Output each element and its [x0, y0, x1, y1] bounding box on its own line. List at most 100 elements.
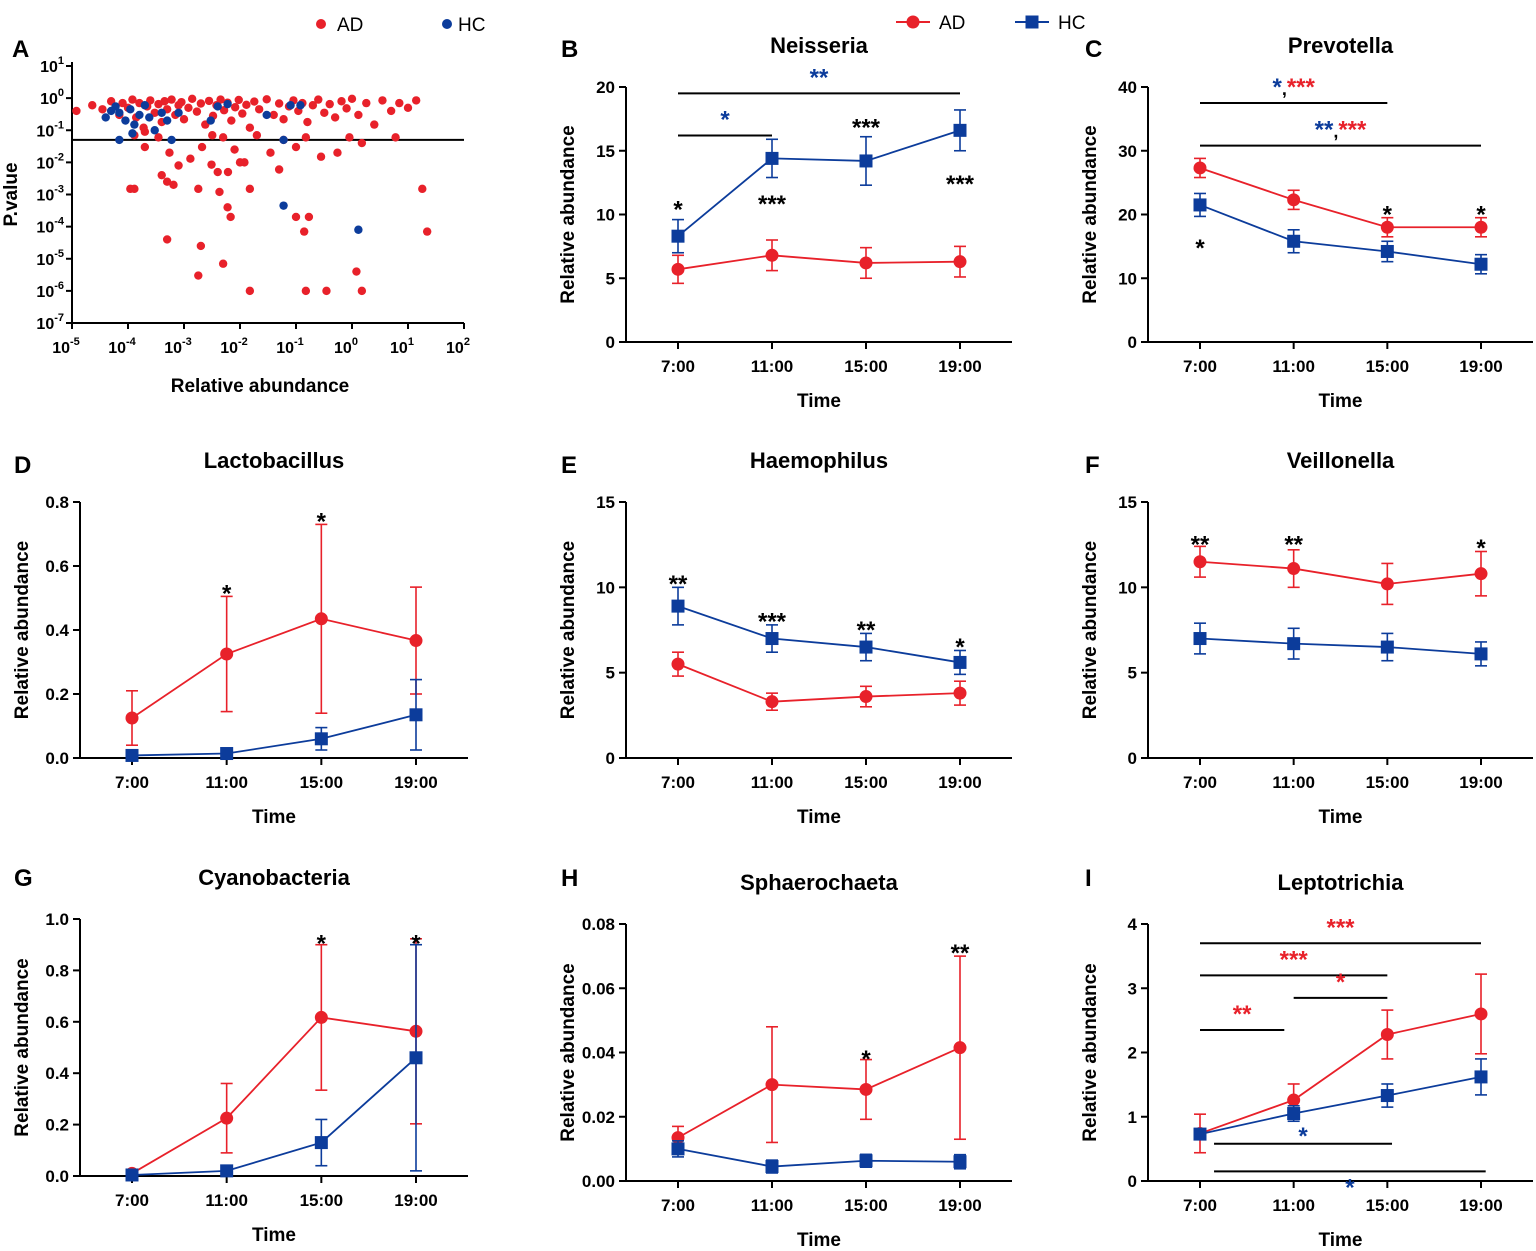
scatter-point-ad: [162, 235, 172, 244]
y-tick-label: 101: [40, 55, 64, 76]
x-tick-label: 7:00: [1183, 1196, 1217, 1215]
scatter-point-ad: [266, 148, 275, 157]
scatter-point-ad: [357, 286, 367, 296]
scatter-point-ad: [279, 115, 288, 124]
data-point-hc: [409, 708, 423, 722]
scatter-point-ad: [98, 105, 107, 114]
scatter-point-hc: [130, 120, 139, 129]
scatter-point-ad: [146, 96, 155, 105]
series-line-ad: [677, 1046, 961, 1139]
scatter-point-ad: [303, 117, 312, 127]
x-tick-label: 15:00: [1366, 773, 1409, 792]
scatter-point-ad: [342, 104, 351, 113]
significance-star: *: [222, 580, 232, 607]
x-tick-label: 15:00: [1366, 357, 1409, 376]
data-point-ad: [1474, 1007, 1488, 1021]
scatter-point-ad: [196, 241, 206, 251]
significance-star: **: [951, 940, 970, 967]
data-point-hc: [125, 1168, 139, 1182]
scatter-point-hc: [135, 110, 144, 120]
data-point-ad: [1474, 567, 1488, 581]
scatter-point-hc: [157, 108, 166, 117]
scatter-point-ad: [386, 106, 396, 116]
scatter-point-ad: [197, 142, 207, 152]
significance-star: **: [857, 617, 876, 644]
scatter-point-ad: [362, 98, 371, 108]
scatter-point-ad: [223, 167, 233, 177]
series-line-hc: [677, 129, 961, 237]
data-point-hc: [859, 640, 873, 654]
x-tick-label: 11:00: [205, 1191, 248, 1210]
scatter-point-hc: [128, 129, 137, 138]
data-point-hc: [953, 655, 967, 669]
x-tick-label: 11:00: [1272, 1196, 1315, 1215]
panel-a: A 101 100 10-1 10-2 10-3 10-4 10-5 10-6 10-7 10-5 1…: [1, 36, 470, 397]
scatter-point-ad: [301, 133, 311, 142]
scatter-point-ad: [218, 133, 228, 142]
scatter-point-hc: [296, 101, 305, 110]
scatter-point-ad: [230, 145, 239, 154]
x-tick-label: 10-5: [52, 336, 80, 357]
significance-star: *: [1298, 1123, 1308, 1150]
y-tick-label: 10: [1118, 269, 1137, 288]
chart-title: Neisseria: [770, 33, 869, 58]
scatter-point-ad: [174, 161, 183, 170]
y-tick-label: 0.8: [45, 961, 69, 980]
bracket-label: *: [1336, 969, 1346, 996]
significance-star: **: [1191, 532, 1210, 559]
scatter-point-ad: [72, 106, 81, 116]
y-tick-label: 10-5: [36, 248, 64, 269]
y-tick-label: 0.6: [45, 557, 69, 576]
scatter-point-ad: [140, 142, 150, 152]
data-point-hc: [671, 1142, 685, 1156]
panel-letter: A: [12, 36, 29, 63]
chart-title: Prevotella: [1288, 33, 1394, 58]
y-tick-label: 100: [40, 87, 64, 108]
series-line-hc: [131, 1057, 417, 1176]
significance-star: *: [317, 508, 327, 535]
y-tick-label: 4: [1128, 915, 1138, 934]
x-tick-label: 11:00: [751, 1196, 794, 1215]
y-tick-label: 10-2: [36, 151, 64, 172]
data-point-hc: [1287, 234, 1301, 248]
scatter-point-ad: [177, 97, 186, 107]
significance-star: ***: [758, 191, 787, 218]
x-tick-label: 19:00: [394, 773, 437, 792]
scatter-point-ad: [274, 99, 284, 108]
scatter-point-hc: [279, 135, 288, 145]
scatter-point-ad: [184, 103, 193, 112]
scatter-point-hc: [279, 201, 288, 210]
data-point-ad: [220, 647, 234, 661]
bracket-label-part: *: [1336, 969, 1346, 996]
significance-star: ***: [946, 171, 975, 198]
scatter-point-ad: [227, 116, 236, 125]
y-tick-label: 10: [596, 578, 615, 597]
scatter-point-ad: [411, 96, 421, 105]
legend-ad-line-marker: [906, 15, 920, 29]
significance-star: **: [669, 571, 688, 598]
series-line-hc: [1199, 637, 1482, 655]
y-tick-label: 10-7: [36, 312, 64, 333]
scatter-point-ad: [165, 148, 174, 157]
bracket-label-part: ***: [1287, 74, 1316, 101]
x-tick-label: 100: [334, 336, 358, 357]
panel-letter: C: [1085, 36, 1102, 63]
scatter-point-ad: [316, 152, 326, 161]
x-axis-title: Relative abundance: [171, 376, 349, 397]
series-line-ad: [677, 663, 961, 703]
data-point-hc: [1380, 244, 1394, 258]
data-point-ad: [765, 248, 779, 262]
scatter-point-hc: [174, 108, 183, 117]
scatter-point-ad: [333, 148, 342, 157]
panel-g: G 0.0 0.2 0.4 0.6 0.8 1.0 7:00 11:00 15:00 19:00 Cy…: [12, 865, 468, 1246]
series-line-ad: [1199, 167, 1481, 229]
significance-star: *: [317, 930, 327, 957]
significance-star: **: [1284, 532, 1303, 559]
data-point-hc: [1474, 257, 1488, 271]
scatter-point-hc: [115, 135, 124, 145]
scatter-point-ad: [395, 98, 404, 108]
x-tick-label: 10-4: [108, 336, 136, 357]
y-tick-label: 30: [1118, 142, 1137, 161]
y-tick-label: 10-3: [36, 184, 64, 205]
